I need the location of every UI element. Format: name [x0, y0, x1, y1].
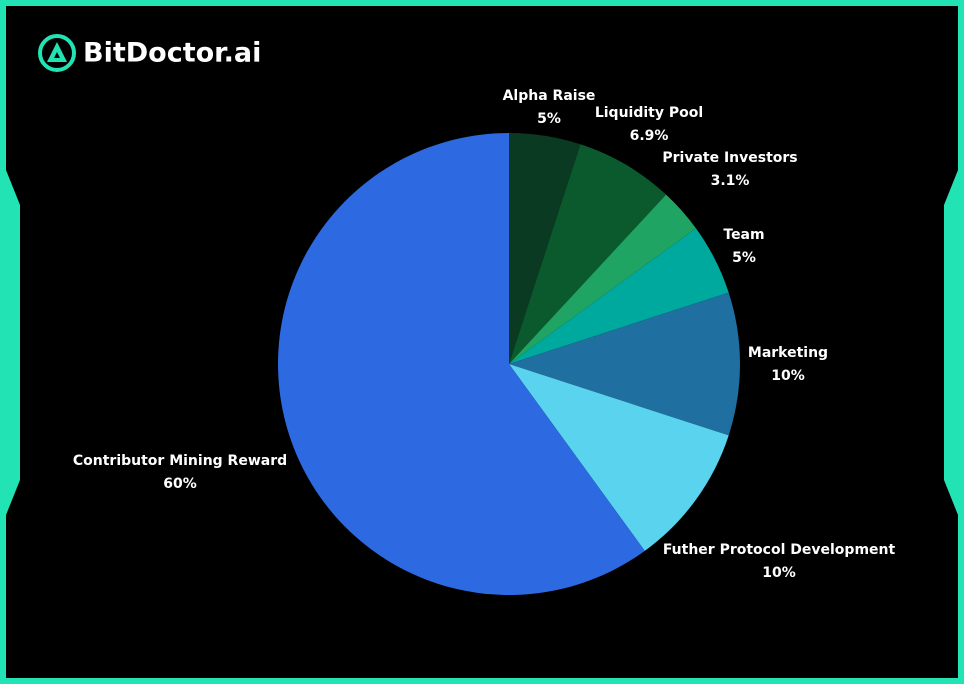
pie-slice — [509, 144, 667, 364]
logo-icon — [38, 34, 76, 72]
pie-slice — [509, 194, 696, 364]
slice-label: Marketing — [748, 345, 828, 361]
slice-label: Alpha Raise — [503, 88, 596, 104]
pie-slice — [509, 228, 729, 364]
slice-value-label: 60% — [163, 476, 197, 492]
slice-value-label: 3.1% — [711, 173, 750, 189]
pie-slice — [278, 133, 645, 595]
brand: BitDoctor.ai — [83, 38, 261, 69]
pie-slice — [509, 133, 581, 364]
slice-value-label: 10% — [762, 565, 796, 581]
slice-label: Contributor Mining Reward — [73, 453, 287, 469]
slice-label: Private Investors — [662, 150, 797, 166]
pie-slice — [509, 364, 729, 551]
slice-value-label: 5% — [537, 111, 561, 127]
pie-slice — [509, 292, 740, 436]
slice-value-label: 10% — [771, 368, 805, 384]
slice-label: Liquidity Pool — [595, 105, 703, 121]
slice-label: Futher Protocol Development — [663, 542, 896, 558]
slice-label: Team — [723, 227, 764, 243]
slice-value-label: 5% — [732, 250, 756, 266]
slice-value-label: 6.9% — [630, 128, 669, 144]
